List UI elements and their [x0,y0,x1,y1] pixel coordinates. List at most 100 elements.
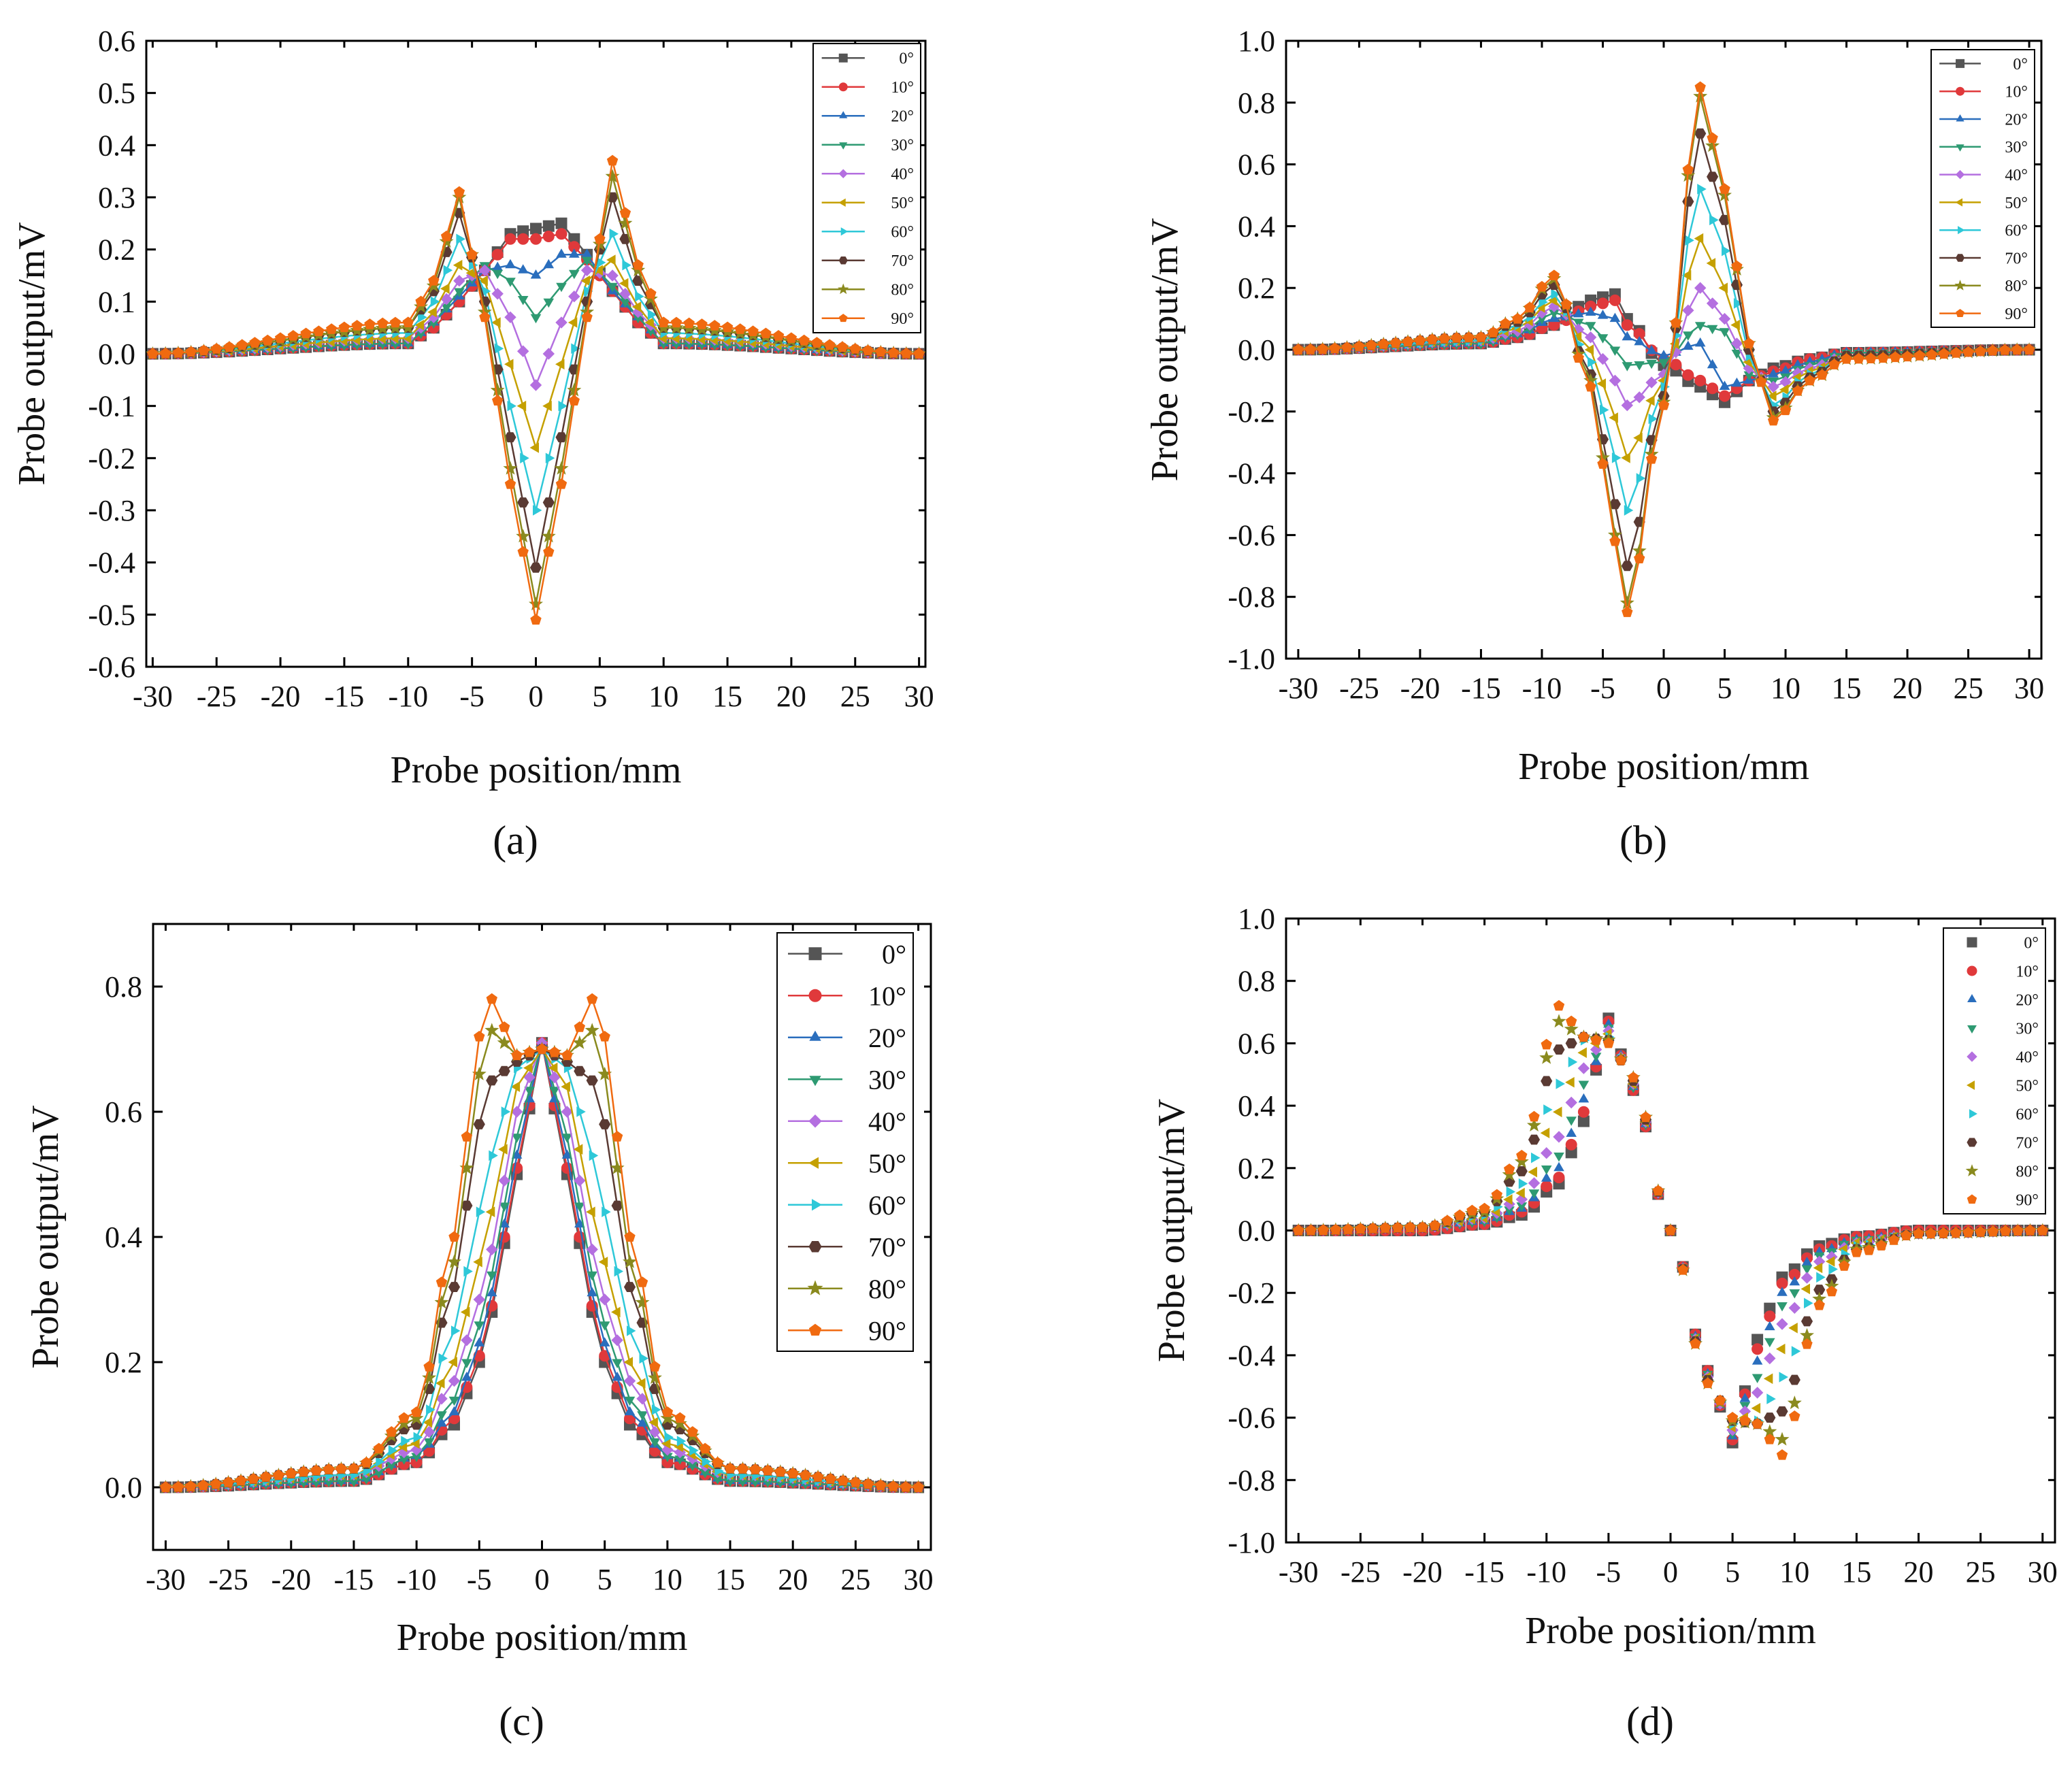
data-point [1682,196,1694,207]
y-tick-label: -0.4 [1228,1339,1275,1372]
data-point [1553,1153,1564,1162]
data-point [849,343,861,354]
data-point [1353,340,1365,352]
data-point [235,1474,247,1486]
data-point [402,316,414,327]
data-point [197,1479,209,1491]
y-tick-label: 0.2 [1238,1152,1275,1185]
data-point [1528,1177,1541,1189]
data-point [487,1287,497,1297]
data-point [335,1463,347,1474]
data-point [1839,1260,1850,1271]
data-point [1714,1394,1726,1406]
data-point [632,259,644,270]
data-point [689,1445,699,1456]
data-point [530,314,542,324]
series-90deg [160,993,924,1492]
data-point [338,321,350,333]
panel-label: (c) [499,1699,544,1744]
chart-panel-c: -30 -25 -20 -15 -10 -5 0 5 10 15 20 25 300.00.20.40.… [24,923,934,1744]
legend: 0° 10° 20° 30° 40° 50° 60° 70° 80° 90° [1943,927,2046,1214]
x-tick-label: -30 [146,1563,186,1596]
data-point [1528,1189,1540,1199]
data-point [377,317,389,329]
data-point [1752,1334,1764,1346]
data-point [554,461,569,475]
data-point [1565,1138,1577,1151]
data-point [1454,1209,1466,1221]
data-point [236,339,248,350]
data-point [1683,331,1694,341]
data-point [485,1206,495,1217]
data-point [573,1144,583,1155]
x-tick-label: -10 [397,1563,437,1596]
legend-marker [838,169,848,178]
x-tick-label: 30 [2028,1555,2058,1589]
data-point [1566,1127,1577,1137]
data-point [1541,1165,1552,1175]
data-point [637,1417,648,1427]
data-point [1768,368,1779,378]
data-point [611,1306,621,1318]
legend-marker [1954,280,1966,291]
data-point [623,1282,636,1293]
data-point [310,1464,322,1476]
data-point [772,329,785,341]
data-point [1677,1264,1689,1275]
data-point [504,311,516,324]
data-point [1800,1316,1813,1327]
data-point [1767,391,1777,401]
data-point [1901,350,1913,362]
data-point [1577,1106,1590,1118]
legend-item: 60° [1969,1106,2039,1123]
legend-marker [1967,1194,1977,1204]
y-tick-label: 0.0 [105,1471,142,1504]
legend-item: 50° [1939,195,2028,212]
data-point [1646,345,1657,354]
data-point [492,395,504,406]
data-point [1524,301,1536,313]
data-point [1506,1186,1516,1197]
data-point [587,993,598,1004]
series-line [152,269,919,388]
data-point [1694,81,1706,93]
legend-marker [840,227,849,236]
data-point [1548,269,1560,280]
data-point [1645,376,1658,388]
legend-marker [808,1323,822,1336]
data-point [507,400,516,412]
legend-label: 60° [868,1190,906,1221]
data-point [648,1417,658,1428]
data-point [2012,1225,2024,1236]
data-point [624,1231,636,1242]
data-point [1541,1038,1552,1050]
data-point [1776,1406,1788,1417]
data-point [606,154,619,166]
data-point [627,1325,636,1336]
legend-item: 10° [821,79,914,97]
data-point [644,317,654,328]
data-point [1718,390,1731,402]
data-point [410,1406,423,1417]
data-point [569,248,580,258]
data-point [498,1174,510,1187]
data-point [1491,1189,1502,1200]
data-point [1787,1395,1802,1410]
data-point [1438,333,1450,344]
data-point [612,1372,623,1381]
y-tick-label: 0.4 [1238,1089,1275,1123]
data-point [581,311,593,323]
data-point [649,1361,661,1372]
x-axis-title: Probe position/mm [1525,1610,1816,1652]
data-point [1585,322,1596,331]
legend-marker [1967,965,1977,976]
data-point [351,320,363,331]
data-point [623,1374,636,1387]
data-point [1528,1134,1541,1145]
data-point [1622,331,1633,341]
legend-item: 70° [788,1231,906,1262]
data-point [530,614,542,625]
data-point [491,248,504,261]
y-tick-label: 0.2 [98,233,135,267]
data-point [389,316,401,328]
